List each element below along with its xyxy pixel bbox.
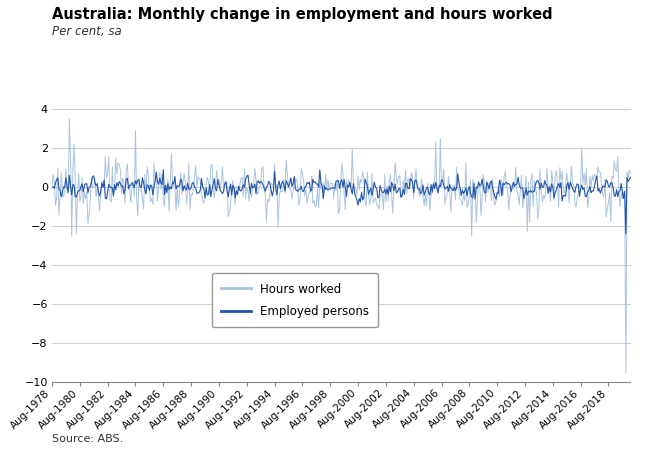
Text: Per cent, sa: Per cent, sa — [52, 25, 122, 38]
Text: Australia: Monthly change in employment and hours worked: Australia: Monthly change in employment … — [52, 7, 552, 22]
Text: Source: ABS.: Source: ABS. — [52, 434, 124, 444]
Legend: Hours worked, Employed persons: Hours worked, Employed persons — [211, 273, 378, 328]
